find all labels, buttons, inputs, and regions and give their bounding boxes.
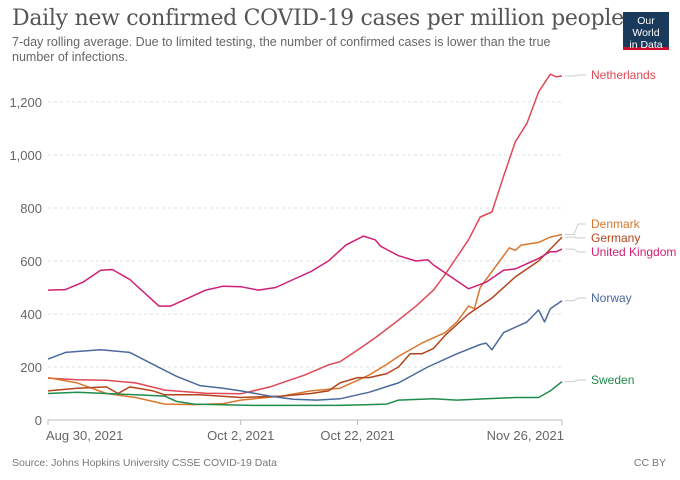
label-leader-line bbox=[565, 223, 586, 235]
logo-line-1: Our World bbox=[632, 15, 660, 39]
chart-title: Daily new confirmed COVID-19 cases per m… bbox=[12, 6, 624, 31]
x-tick-label: Aug 30, 2021 bbox=[46, 428, 123, 443]
y-tick-label: 0 bbox=[35, 413, 42, 428]
series-label: Germany bbox=[591, 231, 640, 245]
series-line-denmark bbox=[47, 233, 563, 406]
series-line-united-kingdom bbox=[47, 235, 563, 307]
y-tick-label: 200 bbox=[20, 360, 42, 375]
license-link[interactable]: CC BY bbox=[633, 457, 666, 469]
series-label: Netherlands bbox=[591, 68, 656, 82]
label-leader-line bbox=[565, 74, 586, 77]
series-line-norway bbox=[47, 300, 563, 401]
owid-logo[interactable]: Our World in Data bbox=[623, 12, 669, 51]
x-tick-label: Oct 2, 2021 bbox=[207, 428, 274, 443]
series-label: Norway bbox=[591, 291, 632, 305]
series-label: Sweden bbox=[591, 373, 634, 387]
x-tick-label: Oct 22, 2021 bbox=[320, 428, 394, 443]
y-tick-label: 800 bbox=[20, 201, 42, 216]
label-leader-line bbox=[565, 297, 586, 302]
series-line-sweden bbox=[47, 381, 563, 407]
series-line-netherlands bbox=[47, 73, 563, 395]
source-note[interactable]: Source: Johns Hopkins University CSSE CO… bbox=[12, 457, 277, 469]
logo-line-2: in Data bbox=[629, 39, 663, 51]
label-leader-line bbox=[565, 379, 586, 383]
x-tick-label: Nov 26, 2021 bbox=[487, 428, 564, 443]
chart-subtitle: 7-day rolling average. Due to limited te… bbox=[12, 35, 551, 64]
y-tick-label: 1,000 bbox=[9, 148, 42, 163]
y-tick-label: 600 bbox=[20, 254, 42, 269]
series-label: United Kingdom bbox=[591, 245, 676, 259]
label-leader-line bbox=[565, 236, 586, 239]
y-tick-label: 1,200 bbox=[9, 95, 42, 110]
series-line-germany bbox=[47, 236, 563, 399]
series-label: Denmark bbox=[591, 217, 641, 231]
label-leader-line bbox=[565, 248, 586, 253]
y-tick-label: 400 bbox=[20, 307, 42, 322]
